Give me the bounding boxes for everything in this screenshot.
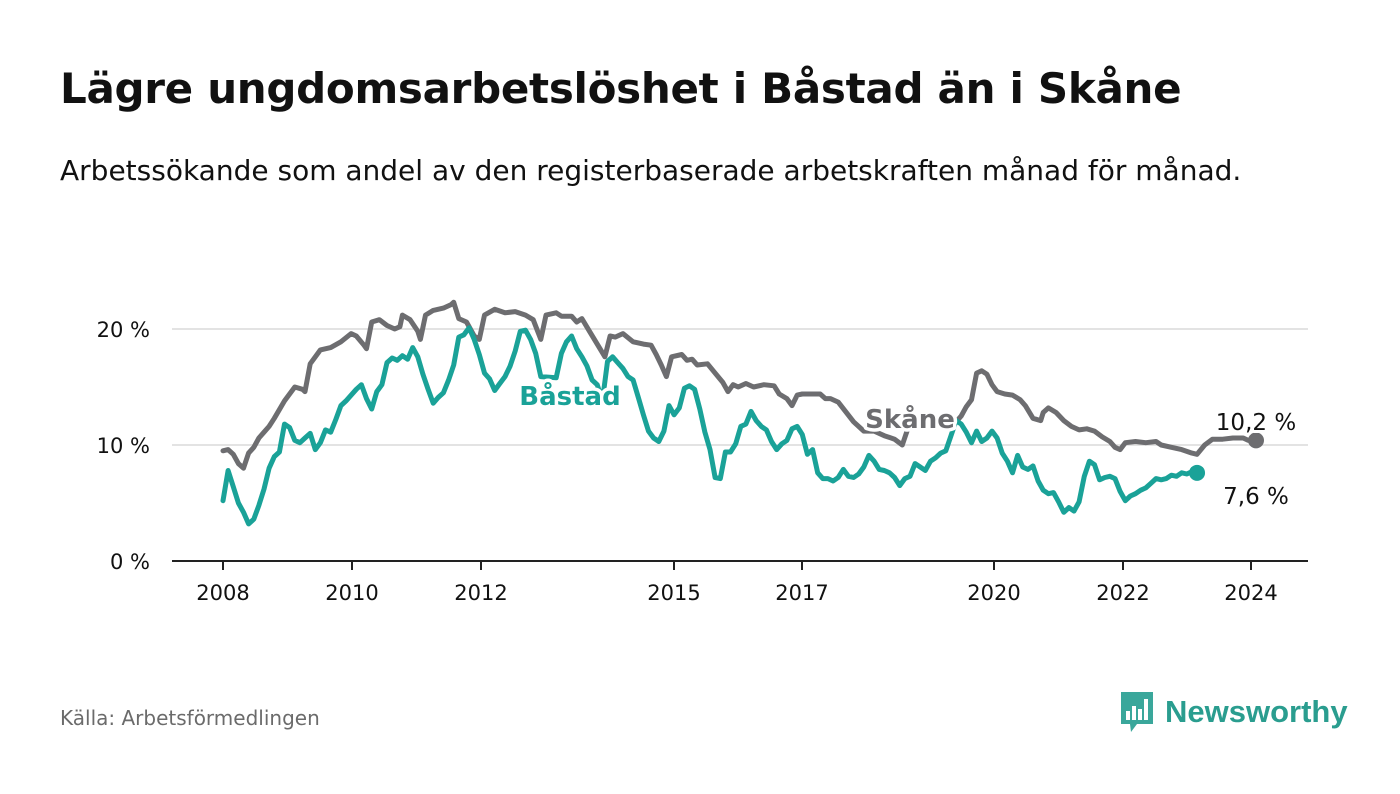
end-point-bastad	[1189, 464, 1206, 481]
x-tick-label: 2024	[1224, 581, 1277, 605]
x-tick-label: 2010	[325, 581, 378, 605]
chart-title: Lägre ungdomsarbetslöshet i Båstad än i …	[60, 64, 1182, 113]
x-tick-label: 2015	[647, 581, 700, 605]
x-tick-label: 2020	[967, 581, 1020, 605]
line-chart: 0 % 10 % 20 % 2008 2010 2012 2015 2017 2020 2022 2…	[97, 299, 1308, 605]
series-line-bastad	[220, 325, 1200, 527]
series-line-skane	[220, 299, 1259, 471]
x-tick-label: 2017	[775, 581, 828, 605]
gridlines	[172, 328, 1308, 446]
end-label-skane: 10,2 %	[1216, 410, 1296, 436]
series-lines	[220, 299, 1264, 527]
series-label-skane: Skåne	[865, 403, 955, 435]
y-tick-label: 10 %	[97, 434, 150, 458]
series-labels: Skåne Båstad 10,2 % 7,6 %	[516, 377, 1299, 514]
end-point-skane	[1248, 432, 1264, 449]
x-tick-label: 2012	[454, 581, 507, 605]
series-label-bastad: Båstad	[519, 380, 620, 412]
x-tick-label: 2008	[196, 581, 249, 605]
newsworthy-brand[interactable]: Newsworthy	[1118, 689, 1348, 735]
newsworthy-logo-icon	[1121, 692, 1153, 732]
brand-name: Newsworthy	[1165, 694, 1348, 729]
end-label-bastad: 7,6 %	[1223, 484, 1289, 510]
y-tick-label: 20 %	[97, 318, 150, 342]
chart-subtitle: Arbetssökande som andel av den registerb…	[60, 154, 1242, 187]
x-tick-label: 2022	[1096, 581, 1149, 605]
y-tick-label: 0 %	[110, 550, 150, 574]
source-note: Källa: Arbetsförmedlingen	[60, 706, 320, 730]
axis-ticks: 0 % 10 % 20 % 2008 2010 2012 2015 2017 2020 2022 2…	[97, 318, 1308, 605]
